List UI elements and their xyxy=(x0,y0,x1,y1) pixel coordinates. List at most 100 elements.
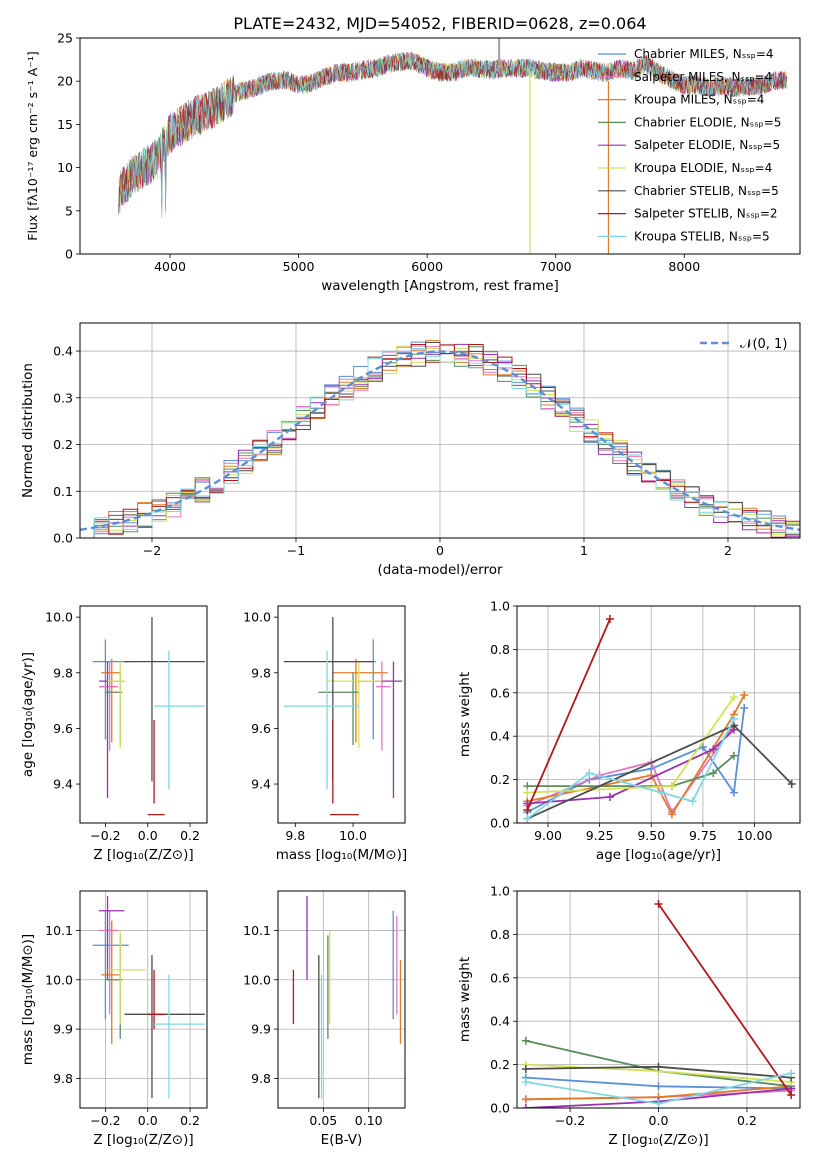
y-tick-label: 20 xyxy=(57,74,73,89)
plot-residuals xyxy=(80,340,800,538)
y-tick-label: 9.9 xyxy=(53,1022,73,1037)
axes-frame xyxy=(516,605,801,824)
plot-age_vs_mass xyxy=(283,617,403,816)
x-axis-label: age [log₁₀(age/yr)] xyxy=(596,847,721,863)
point-marker xyxy=(521,1064,530,1073)
point-marker xyxy=(605,792,614,801)
x-tick-label: 0.0 xyxy=(649,1113,669,1128)
series-line xyxy=(527,694,745,817)
x-tick-label: −0.2 xyxy=(555,1113,585,1128)
y-tick-label: 1.0 xyxy=(490,599,510,614)
point-marker xyxy=(787,1069,796,1078)
x-tick-label: 10.0 xyxy=(339,828,367,843)
series-line xyxy=(526,724,793,820)
y-tick-label: 0.3 xyxy=(53,390,73,405)
legend: Chabrier MILES, Nₛₛₚ=4 Salpeter MILES, Nₛ… xyxy=(598,47,781,243)
point-marker xyxy=(523,805,532,814)
legend-label: Salpeter MILES, Nₛₛₚ=4 xyxy=(634,70,772,84)
x-tick-label: 0.0 xyxy=(138,1113,158,1128)
point-marker xyxy=(523,788,532,797)
x-tick-label: −0.2 xyxy=(90,1113,120,1128)
axes-spectrum: 4000 5000 6000 7000 8000 0 5 10 15 20 25 wavelength… xyxy=(25,31,801,294)
x-tick-label: 9.50 xyxy=(637,828,665,843)
y-tick-label: 10.0 xyxy=(243,972,271,987)
y-tick-label: 9.8 xyxy=(251,1071,271,1086)
y-tick-label: 0.2 xyxy=(490,772,510,787)
y-tick-label: 0.0 xyxy=(53,531,73,546)
y-tick-label: 25 xyxy=(57,31,73,46)
histogram-step xyxy=(93,348,800,538)
y-tick-label: 0.0 xyxy=(490,816,510,831)
y-tick-label: 15 xyxy=(57,117,73,132)
y-tick-label: 0.2 xyxy=(490,1057,510,1072)
y-tick-label: 9.8 xyxy=(53,1071,73,1086)
x-tick-label: 10.00 xyxy=(737,828,773,843)
axes-frame xyxy=(277,605,406,824)
plot-spectrum xyxy=(118,38,787,254)
spectrum-line xyxy=(118,51,787,219)
y-tick-label: 10.1 xyxy=(45,923,73,938)
axes-frame xyxy=(79,322,801,539)
y-tick-label: 0.8 xyxy=(490,642,510,657)
point-marker xyxy=(688,797,697,806)
x-tick-label: 0 xyxy=(436,543,444,558)
y-tick-label: 10.0 xyxy=(243,610,271,625)
x-tick-label: 6000 xyxy=(411,259,443,274)
series-line xyxy=(657,903,792,1096)
y-tick-label: 1.0 xyxy=(490,884,510,899)
y-axis-label: Flux [fλ10⁻¹⁷ erg cm⁻² s⁻¹ A⁻¹] xyxy=(25,51,40,240)
point-marker xyxy=(740,703,749,712)
point-marker xyxy=(787,779,796,788)
histogram-step xyxy=(93,344,800,538)
axes-frame xyxy=(277,890,406,1109)
y-tick-label: 0.4 xyxy=(490,1014,510,1029)
y-tick-label: 10.1 xyxy=(243,923,271,938)
point-marker xyxy=(523,814,532,823)
x-axis-label: wavelength [Angstrom, rest frame] xyxy=(321,278,559,294)
x-axis-label: E(B-V) xyxy=(321,1132,363,1148)
x-tick-label: 8000 xyxy=(668,259,700,274)
point-marker xyxy=(698,743,707,752)
x-tick-label: −1 xyxy=(287,543,305,558)
axes-residuals: −2 −1 0 1 2 0.0 0.1 0.2 0.3 0.4 (data-model)/error… xyxy=(20,322,801,578)
x-tick-label: −0.2 xyxy=(90,828,120,843)
x-tick-label: 5000 xyxy=(283,259,315,274)
x-axis-label: mass [log₁₀(M/M⊙)] xyxy=(276,847,407,863)
axes-mass_vs_ebv: 0.05 0.10 9.8 9.9 10.0 10.1 E(B-V) xyxy=(243,890,406,1148)
legend-label: Chabrier MILES, Nₛₛₚ=4 xyxy=(634,47,774,61)
y-tick-label: 0.6 xyxy=(490,970,510,985)
y-axis-label: Normed distribution xyxy=(20,363,36,498)
axes-age_vs_mass: 9.8 10.0 9.4 9.6 9.8 10.0 mass [log₁₀(M/M⊙)] xyxy=(243,605,407,863)
x-tick-label: 1 xyxy=(580,543,588,558)
axes-frame xyxy=(79,890,208,1109)
series-line xyxy=(526,707,746,813)
y-tick-label: 0.6 xyxy=(490,685,510,700)
point-marker xyxy=(521,1095,530,1104)
y-tick-label: 9.9 xyxy=(251,1022,271,1037)
y-tick-label: 9.8 xyxy=(53,665,73,680)
y-tick-label: 0.2 xyxy=(53,437,73,452)
legend-label: Chabrier ELODIE, Nₛₛₚ=5 xyxy=(634,115,781,129)
x-tick-label: 0.05 xyxy=(309,1113,337,1128)
x-tick-label: 0.2 xyxy=(737,1113,757,1128)
x-tick-label: 9.75 xyxy=(689,828,717,843)
y-tick-label: 0.4 xyxy=(490,729,510,744)
y-tick-label: 5 xyxy=(65,203,73,218)
point-marker xyxy=(729,751,738,760)
y-tick-label: 0.4 xyxy=(53,344,73,359)
point-marker xyxy=(605,615,614,624)
y-tick-label: 9.6 xyxy=(53,721,73,736)
x-tick-label: 9.8 xyxy=(285,828,305,843)
plot-weight_vs_Z xyxy=(521,900,796,1108)
legend-label: Kroupa ELODIE, Nₛₛₚ=4 xyxy=(634,161,772,175)
point-marker xyxy=(654,1099,663,1108)
gaussian-curve xyxy=(80,350,800,531)
spectrum-line xyxy=(118,53,787,214)
legend-label: Kroupa MILES, Nₛₛₚ=4 xyxy=(634,93,764,107)
x-tick-label: −2 xyxy=(143,543,161,558)
point-marker xyxy=(654,1082,663,1091)
y-axis-label: mass [log₁₀(M/M⊙)] xyxy=(20,934,36,1065)
x-tick-label: 0.0 xyxy=(138,828,158,843)
point-marker xyxy=(667,782,676,791)
